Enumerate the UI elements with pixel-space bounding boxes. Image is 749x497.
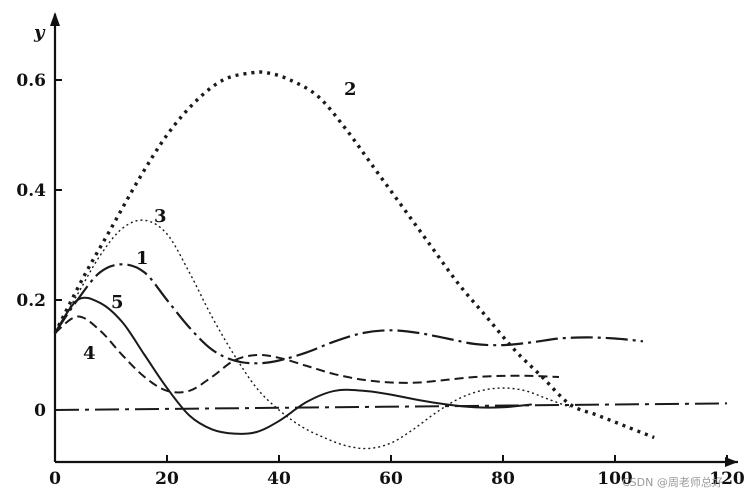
ticks: 0 20 40 60 80 100 120 0 0.2 0.4 0.6 — [16, 71, 744, 489]
x-tick-label: 100 — [597, 469, 633, 489]
y-tick-label: 0 — [34, 401, 46, 421]
y-tick-label: 0.4 — [16, 181, 46, 201]
curve-label-5: 5 — [111, 292, 124, 313]
series-line-1 — [54, 263, 644, 365]
y-axis-arrow — [50, 12, 60, 26]
y-axis-label: y — [33, 22, 46, 43]
series-line-3 — [54, 219, 571, 450]
x-tick-label: 60 — [379, 469, 403, 489]
curve-label-4: 4 — [83, 343, 96, 364]
x-tick-label: 120 — [709, 469, 745, 489]
x-tick-label: 80 — [491, 469, 515, 489]
curve-label-1: 1 — [136, 248, 149, 269]
series-line-5 — [54, 296, 532, 435]
curve-labels: 1 2 3 4 5 — [83, 79, 357, 364]
x-tick-label: 20 — [155, 469, 179, 489]
axes — [50, 12, 738, 467]
x-tick-label: 0 — [49, 469, 61, 489]
curve-label-2: 2 — [344, 79, 357, 100]
watermark: CSDN @周老师总好 — [622, 475, 723, 489]
y-tick-label: 0.6 — [16, 71, 46, 91]
baseline-line — [54, 402, 728, 411]
series-group — [53, 70, 728, 450]
x-axis-arrow — [725, 457, 738, 467]
y-tick-label: 0.2 — [16, 291, 46, 311]
curve-label-3: 3 — [154, 206, 167, 227]
series-line-4 — [54, 315, 560, 394]
x-tick-label: 40 — [267, 469, 291, 489]
